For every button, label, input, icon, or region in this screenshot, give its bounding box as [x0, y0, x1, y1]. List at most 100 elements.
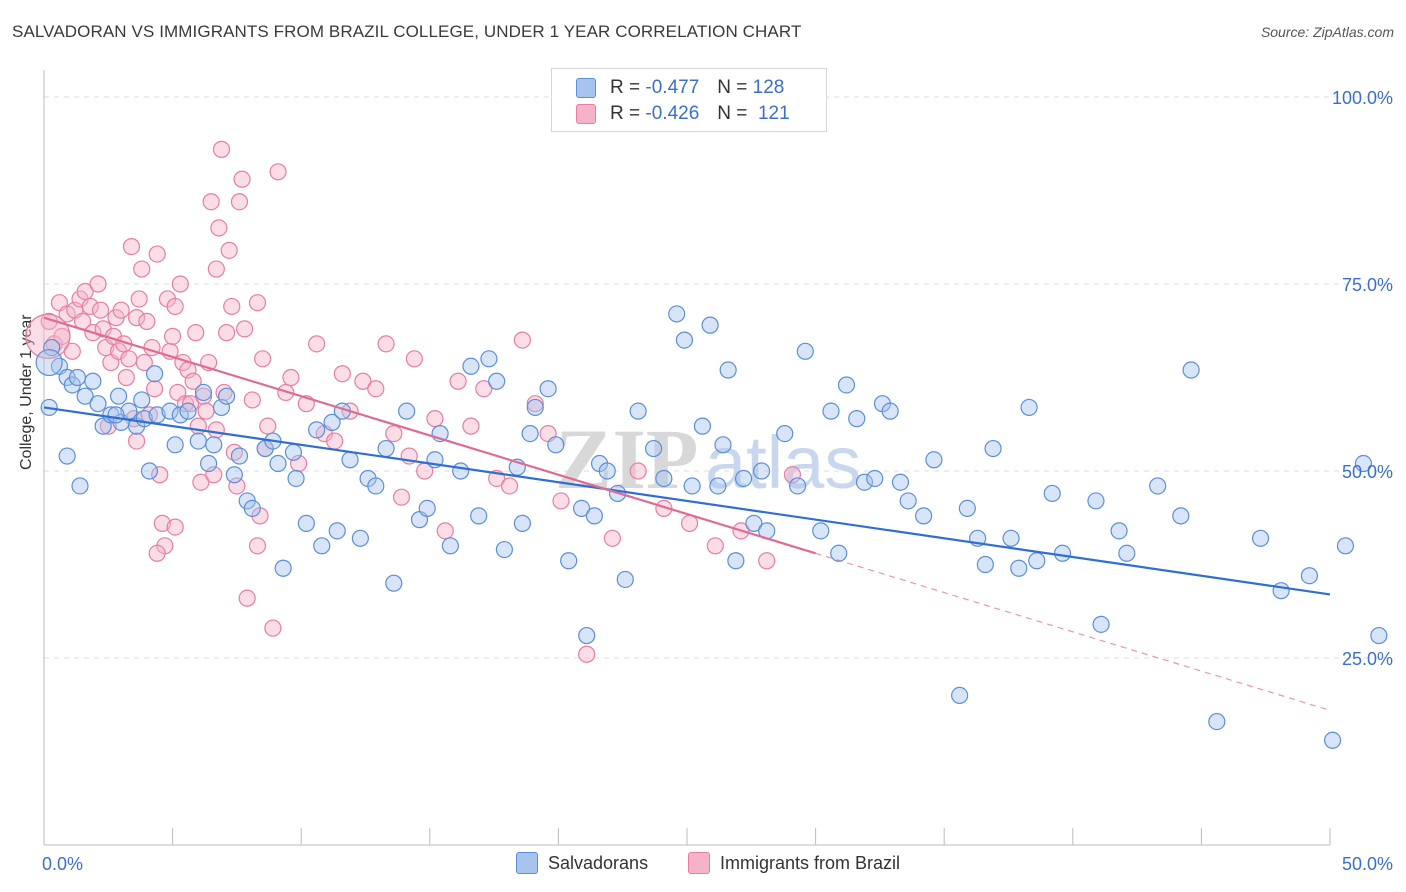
data-point	[727, 552, 745, 570]
data-point	[148, 245, 166, 263]
data-point	[1010, 559, 1028, 577]
data-point	[1028, 552, 1046, 570]
data-point	[189, 432, 207, 450]
data-point	[706, 537, 724, 555]
data-point	[1370, 626, 1388, 645]
data-point	[205, 466, 223, 484]
data-point	[133, 260, 151, 278]
data-point	[714, 436, 732, 454]
data-point	[269, 163, 287, 181]
x-tick-label: 0.0%	[42, 854, 83, 874]
data-point	[822, 402, 840, 420]
data-point	[603, 529, 622, 547]
data-point	[112, 301, 130, 319]
data-point	[109, 387, 128, 405]
data-point	[187, 324, 205, 342]
legend-swatch-pink	[576, 104, 596, 124]
chart-title: SALVADORAN VS IMMIGRANTS FROM BRAZIL COL…	[12, 22, 802, 41]
data-point	[243, 391, 261, 409]
data-point	[452, 462, 470, 480]
data-point	[958, 499, 976, 517]
data-point	[264, 619, 282, 637]
data-point	[837, 376, 856, 394]
data-point	[68, 368, 87, 387]
data-point	[745, 514, 763, 532]
data-point	[259, 417, 277, 435]
data-point	[140, 462, 159, 480]
data-point	[192, 473, 210, 491]
data-point	[1043, 484, 1061, 503]
legend-r-value: -0.477	[645, 77, 700, 98]
data-point	[495, 540, 513, 559]
data-point	[117, 368, 135, 387]
legend-swatch-blue	[576, 78, 596, 98]
data-point	[290, 454, 308, 473]
data-point	[225, 466, 243, 484]
legend-n-label: N =	[717, 103, 748, 124]
data-point	[449, 372, 467, 390]
data-point	[644, 439, 663, 458]
data-point	[84, 372, 102, 390]
bottom-legend-salvadorans: Salvadorans	[516, 852, 648, 874]
data-point	[547, 436, 565, 454]
data-point-cluster	[35, 348, 63, 377]
data-point	[1053, 544, 1072, 562]
tick-labels: 25.0% 50.0% 75.0% 100.0% 0.0% 50.0%	[42, 88, 1393, 874]
data-point	[184, 372, 202, 390]
watermark-atlas: atlas	[705, 421, 861, 504]
data-point	[776, 425, 794, 443]
y-tick-label: 75.0%	[1342, 275, 1393, 295]
data-point	[145, 365, 164, 383]
data-point	[418, 499, 436, 517]
data-point	[405, 350, 423, 368]
data-point	[107, 406, 125, 424]
data-point	[915, 507, 933, 525]
data-point	[238, 589, 256, 607]
data-point	[899, 492, 917, 510]
series-salvadorans	[35, 305, 1388, 749]
data-point	[254, 350, 272, 368]
data-point	[89, 395, 107, 413]
data-point	[526, 398, 544, 417]
data-point	[274, 559, 292, 577]
data-point	[164, 327, 182, 345]
data-point	[287, 469, 305, 488]
source-label: Source: ZipAtlas.com	[1260, 24, 1394, 40]
data-point	[230, 193, 249, 211]
data-point	[166, 518, 184, 536]
data-point	[207, 260, 225, 278]
data-point	[578, 626, 596, 645]
data-point	[220, 241, 238, 259]
data-point	[655, 469, 673, 488]
data-point	[1182, 361, 1200, 379]
data-point	[81, 297, 99, 316]
data-point	[629, 402, 647, 420]
data-point	[526, 395, 544, 413]
legend-n-value: 121	[757, 103, 790, 124]
x-tick-label: 50.0%	[1342, 854, 1393, 874]
data-point	[200, 454, 218, 473]
data-point	[122, 238, 141, 256]
data-point	[426, 410, 444, 428]
data-point	[976, 555, 994, 574]
data-point	[598, 462, 616, 480]
data-point	[881, 402, 899, 420]
axes	[43, 70, 1331, 846]
data-point	[500, 477, 519, 495]
data-point	[1118, 544, 1136, 562]
data-point	[326, 432, 344, 450]
data-point	[282, 368, 300, 387]
data-point	[243, 499, 261, 517]
data-point	[197, 402, 215, 420]
data-point	[1172, 507, 1190, 525]
legend-n-value: 128	[752, 77, 785, 98]
data-point	[788, 477, 807, 495]
data-point	[1020, 398, 1038, 417]
data-point	[984, 439, 1002, 458]
data-point	[513, 514, 531, 532]
bottom-legend-swatch-blue	[516, 852, 538, 874]
data-point	[89, 275, 107, 293]
data-point	[560, 552, 578, 570]
data-point	[367, 477, 385, 495]
trend-line-brazil-extension	[815, 552, 1331, 711]
